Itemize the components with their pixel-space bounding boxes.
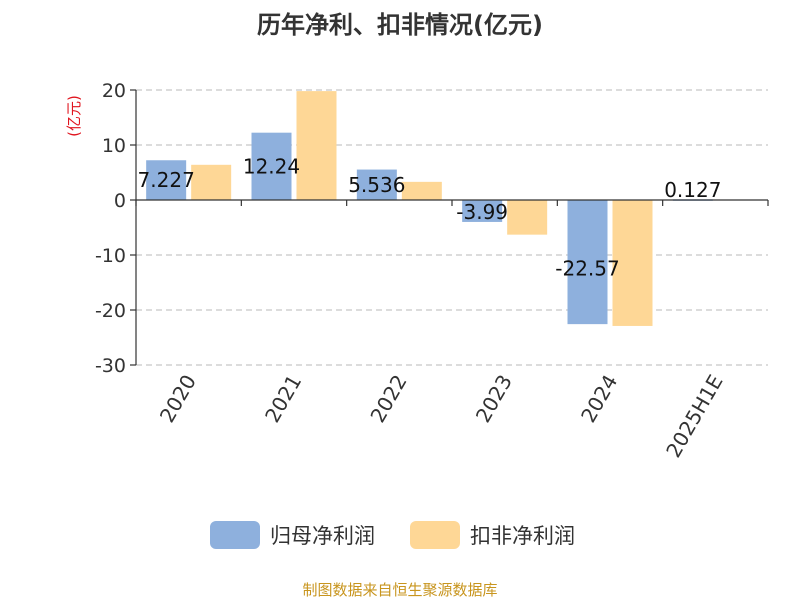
bar-deducted-net-profit-2022 xyxy=(401,181,442,200)
data-label: -22.57 xyxy=(555,256,619,280)
y-axis: 20 10 0 -10 -20 -30 xyxy=(95,80,137,377)
data-label: 12.24 xyxy=(243,154,300,178)
bar-parent-net-profit-2024 xyxy=(567,200,608,325)
bar-deducted-net-profit-2023 xyxy=(507,200,548,235)
bar-deducted-net-profit-2021 xyxy=(296,91,337,200)
legend-label: 归母净利润 xyxy=(270,524,375,548)
bars xyxy=(146,91,713,326)
x-tick-label: 2023 xyxy=(471,371,517,427)
x-tick-label: 2025H1E xyxy=(661,371,727,462)
data-label: 5.536 xyxy=(348,173,405,197)
x-tick-label: 2020 xyxy=(155,371,201,427)
x-tick-label: 2024 xyxy=(576,371,622,427)
data-labels: 7.227 12.24 5.536 -3.99 -22.57 0.127 xyxy=(138,154,722,280)
bar-deducted-net-profit-2024 xyxy=(612,200,653,326)
bar-parent-net-profit-2022 xyxy=(356,169,397,200)
y-tick-label: -30 xyxy=(95,355,126,377)
x-tick-label: 2022 xyxy=(365,371,411,427)
y-tick-label: 10 xyxy=(102,135,126,157)
y-tick-label: 0 xyxy=(114,190,126,212)
y-tick-label: 20 xyxy=(102,80,126,102)
legend-swatch xyxy=(210,521,260,549)
bar-parent-net-profit-2020 xyxy=(146,160,187,200)
y-tick-label: -20 xyxy=(95,300,126,322)
chart-title: 历年净利、扣非情况(亿元) xyxy=(257,11,543,39)
y-tick-label: -10 xyxy=(95,245,126,267)
data-label: 0.127 xyxy=(664,178,721,202)
legend-item-parent-net-profit[interactable]: 归母净利润 xyxy=(210,521,375,549)
legend[interactable]: 归母净利润 扣非净利润 xyxy=(210,521,575,549)
x-tick-label: 2021 xyxy=(260,371,306,427)
bar-parent-net-profit-2023 xyxy=(462,200,503,222)
legend-swatch xyxy=(410,521,460,549)
x-axis-tick-labels: 2020 2021 2022 2023 2024 2025H1E xyxy=(155,371,728,462)
bar-parent-net-profit-2021 xyxy=(251,132,292,200)
y-axis-unit-label: (亿元) xyxy=(65,95,83,137)
bar-deducted-net-profit-2020 xyxy=(191,164,232,200)
data-source-note: 制图数据来自恒生聚源数据库 xyxy=(302,581,497,599)
data-label: 7.227 xyxy=(138,168,195,192)
legend-item-deducted-net-profit[interactable]: 扣非净利润 xyxy=(410,521,575,549)
data-label: -3.99 xyxy=(456,200,508,224)
x-axis xyxy=(135,199,769,206)
grid-lines xyxy=(136,89,768,366)
legend-label: 扣非净利润 xyxy=(470,524,575,548)
